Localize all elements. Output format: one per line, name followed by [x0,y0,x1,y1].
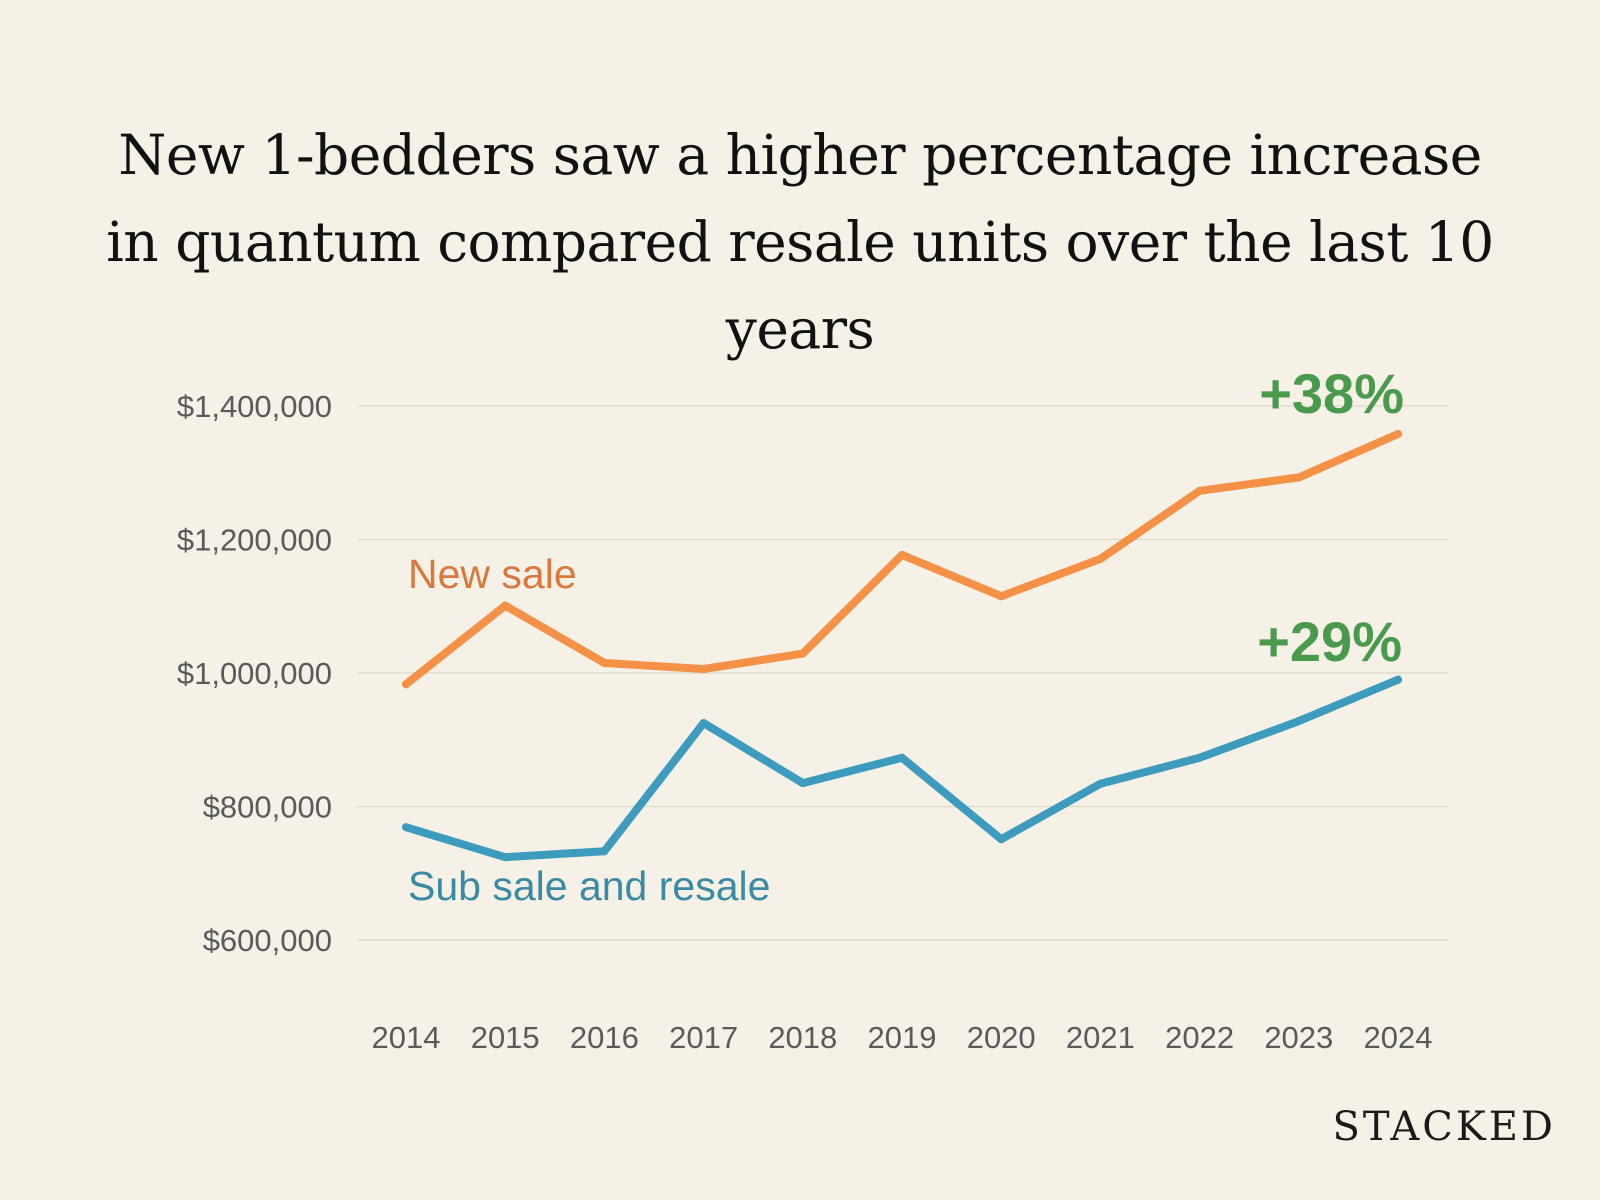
x-tick-label: 2023 [1264,1020,1333,1055]
series-lines [402,430,1402,862]
data-point [699,664,708,673]
data-point [501,601,510,610]
data-point [1394,675,1402,684]
x-tick-label: 2022 [1165,1020,1234,1055]
y-tick-label: $1,200,000 [177,523,332,558]
series-label-sub-sale-resale: Sub sale and resale [408,863,770,909]
data-point [1294,717,1303,726]
x-tick-label: 2021 [1066,1020,1135,1055]
data-point [699,719,708,728]
data-point [997,592,1006,601]
y-tick-label: $600,000 [203,923,332,958]
y-tick-label: $800,000 [203,790,332,825]
data-point [898,753,906,762]
x-tick-label: 2014 [372,1020,441,1055]
x-axis-tick-labels: 2014 2015 2016 2017 2018 2019 2020 2021 2022 2023… [372,1020,1433,1055]
data-point [1394,430,1402,439]
data-point [1096,554,1105,563]
data-point [501,853,510,862]
annotation-resale-change: +29% [1257,610,1402,673]
data-point [798,649,807,658]
x-tick-label: 2020 [967,1020,1036,1055]
series-labels: New sale Sub sale and resale +38% +29% [408,362,1404,909]
x-tick-label: 2015 [471,1020,540,1055]
data-point [1195,486,1204,495]
x-tick-label: 2024 [1364,1020,1433,1055]
data-point [798,779,807,788]
data-point [1096,779,1105,788]
data-point [1195,753,1204,762]
gridlines [358,405,1448,941]
data-point [600,658,609,667]
x-tick-label: 2017 [669,1020,738,1055]
data-point [600,847,609,856]
series-line-sub-sale-resale [402,675,1402,862]
x-tick-label: 2019 [868,1020,937,1055]
y-tick-label: $1,000,000 [177,656,332,691]
data-point [402,680,410,689]
y-tick-label: $1,400,000 [177,389,332,424]
annotation-new-sale-change: +38% [1259,362,1404,425]
series-label-new-sale: New sale [408,551,577,597]
x-tick-label: 2018 [768,1020,837,1055]
y-axis-tick-labels: $600,000 $800,000 $1,000,000 $1,200,000 $1,4… [177,389,332,958]
x-tick-label: 2016 [570,1020,639,1055]
stacked-logo: STACKED [1332,1104,1556,1150]
chart-title: New 1-bedders saw a higher percentage in… [106,123,1494,361]
data-point [898,550,906,559]
data-point [997,835,1006,844]
data-point [402,823,410,832]
data-point [1294,473,1303,482]
